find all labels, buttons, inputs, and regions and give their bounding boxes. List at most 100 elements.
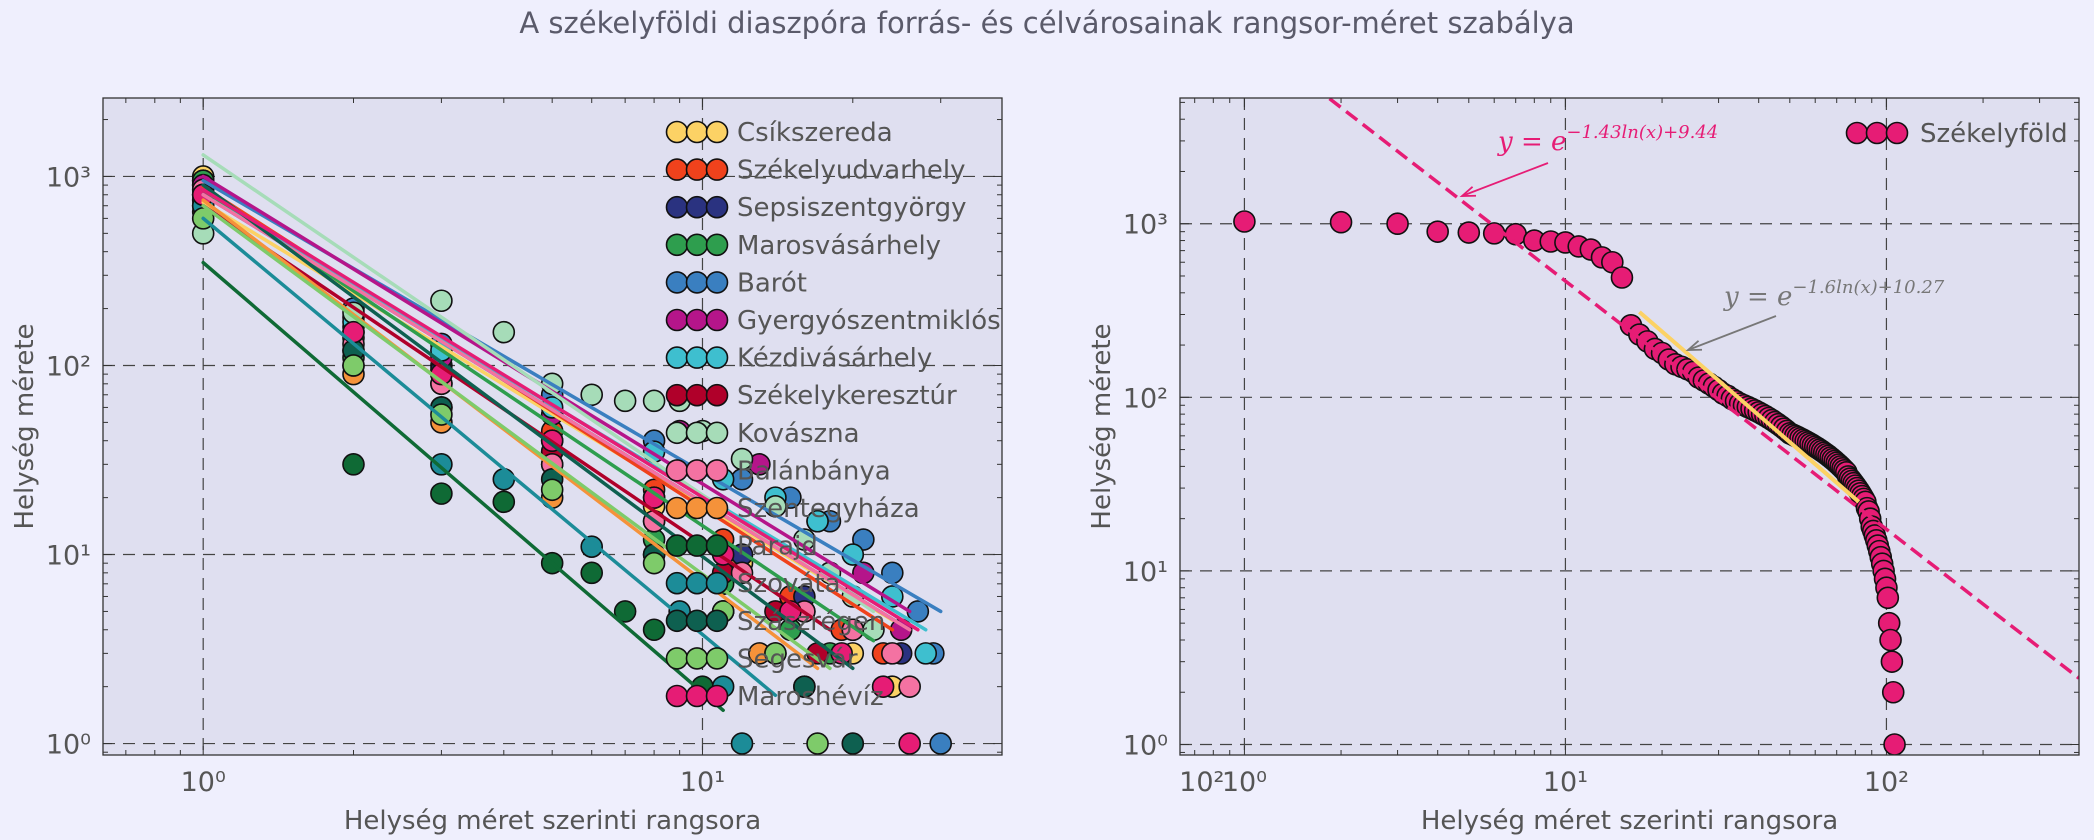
legend-marker (685, 195, 709, 219)
fit-line-dashed (1325, 98, 2079, 680)
legend-label: Szentegyháza (737, 494, 920, 524)
data-point (871, 675, 895, 698)
data-point (430, 482, 453, 505)
legend-item: Segesvár (665, 644, 858, 674)
data-point (730, 732, 754, 755)
y-tick-label: 10⁰ (1123, 731, 1168, 762)
data-point (1880, 650, 1904, 673)
legend-marker (685, 496, 709, 520)
fit-line (201, 183, 855, 671)
legend-marker (1865, 121, 1889, 145)
legend-marker (685, 346, 709, 369)
x-axis-label: Helység méret szerinti rangsora (344, 806, 761, 836)
x-axis-label: Helység méret szerinti rangsora (1421, 806, 1838, 836)
series-points (191, 207, 829, 755)
data-point (492, 490, 516, 514)
data-point (1329, 210, 1353, 234)
plot-frame (102, 97, 1003, 756)
annotation-arrowhead (1685, 340, 1703, 351)
data-point (1883, 733, 1906, 755)
legend-marker (665, 195, 689, 219)
data-point (898, 732, 921, 755)
legend-label: Marosvásárhely (737, 231, 941, 261)
fit-line (201, 188, 920, 632)
legend-marker (705, 195, 729, 219)
legend-label: Gyergyószentmiklós (737, 306, 1001, 336)
legend-marker (685, 120, 709, 144)
legend-marker (685, 684, 709, 708)
y-tick-label: 10³ (1123, 210, 1168, 241)
data-point (613, 600, 637, 623)
data-point (929, 732, 953, 755)
legend-marker (665, 684, 689, 708)
data-point (1386, 212, 1409, 236)
legend-marker (665, 308, 689, 332)
legend-marker (665, 534, 689, 557)
y-tick-label: 10¹ (46, 541, 91, 572)
legend-marker (685, 158, 709, 181)
legend-label: Csíkszereda (737, 118, 893, 148)
legend-item: Szentegyháza (665, 494, 920, 524)
legend-marker (685, 383, 709, 407)
legend-label: Kovászna (737, 419, 860, 449)
legend-marker (685, 571, 709, 595)
data-point (430, 453, 453, 476)
left-rank-size-chart: 10⁰ 10¹ 10² 10⁰ 10¹ 10² 10³ Helység méret szeri… (10, 97, 1224, 836)
legend-marker (685, 534, 709, 557)
legend-marker (685, 647, 709, 670)
data-point (730, 447, 754, 471)
data-point (898, 675, 921, 698)
fit-line (201, 193, 912, 632)
plot-frame (1179, 97, 2080, 756)
legend-item: Szászrégen (665, 607, 885, 637)
annotation-text: y = e−1.6ln(x)+10.27 (1723, 277, 1945, 312)
x-tick-label: 10¹ (680, 767, 725, 798)
legend-item: Szováta (665, 569, 841, 599)
legend-label: Sepsiszentgyörgy (737, 193, 967, 223)
data-point (914, 642, 938, 665)
legend-marker (685, 271, 709, 294)
legend-item: Kézdivásárhely (665, 344, 932, 374)
legend-label: Balánbánya (737, 456, 891, 486)
legend-item: Sepsiszentgyörgy (665, 193, 967, 223)
data-point (580, 383, 604, 407)
data-point (793, 675, 816, 698)
data-point (1610, 266, 1634, 289)
data-point (806, 732, 829, 755)
legend-marker (705, 346, 729, 369)
data-point (881, 585, 904, 608)
data-point (764, 642, 787, 665)
legend-marker (665, 459, 689, 482)
legend-marker (705, 120, 729, 144)
legend-label: Szováta (737, 569, 841, 599)
legend-marker (665, 346, 689, 369)
legend-marker (685, 459, 709, 482)
legend-label: Szászrégen (737, 607, 885, 637)
fit-line (201, 260, 725, 713)
legend-marker (665, 120, 689, 144)
annotation-arrow (1687, 315, 1777, 351)
x-tick-label: 10¹ (1543, 767, 1588, 798)
legend-marker (685, 609, 709, 633)
data-point (492, 320, 516, 344)
legend-marker (705, 308, 729, 332)
figure-title: A székelyföldi diaszpóra forrás- és célv… (519, 6, 1575, 40)
y-tick-label: 10⁰ (46, 730, 91, 761)
annotation-text: y = e−1.43ln(x)+9.44 (1497, 122, 1718, 157)
legend-label: Barót (737, 268, 807, 298)
legend-item: Marosvásárhely (665, 231, 941, 261)
legend-marker (705, 459, 729, 482)
y-tick-label: 10² (46, 351, 91, 382)
plot-content (1233, 98, 2079, 755)
legend-marker (665, 421, 689, 445)
data-point (642, 486, 666, 509)
data-point (580, 561, 604, 585)
tick-marks (1180, 98, 2079, 755)
x-tick-label: 10² (1179, 767, 1224, 798)
data-point (642, 551, 666, 575)
legend: Székelyföld (1845, 119, 2068, 149)
legend-marker (665, 647, 689, 670)
annotation: y = e−1.6ln(x)+10.27 (1685, 277, 1945, 351)
data-point (1881, 680, 1905, 704)
